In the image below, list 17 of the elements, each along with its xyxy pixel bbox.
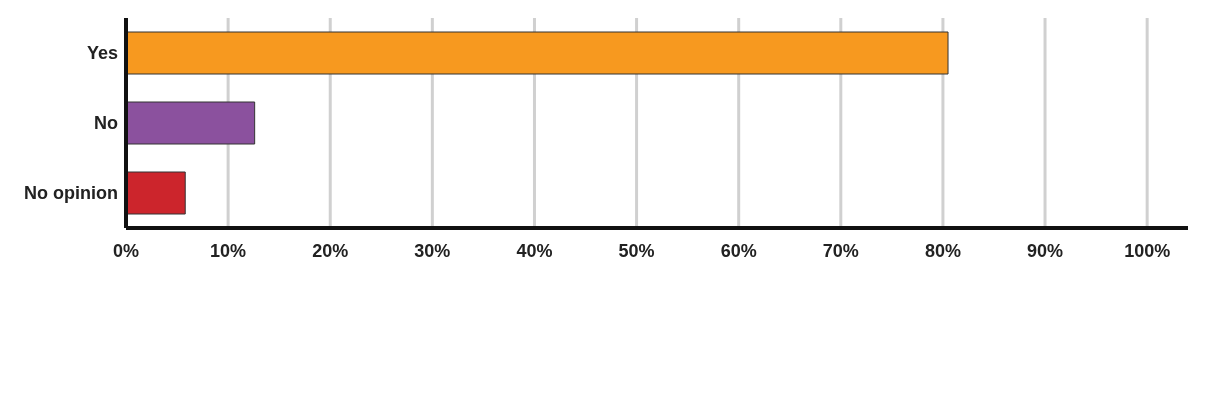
y-tick-label: No opinion <box>24 183 118 204</box>
x-tick-label: 80% <box>924 240 961 261</box>
x-tick-label: 100% <box>1124 240 1171 261</box>
x-tick-label: 0% <box>112 240 140 261</box>
y-tick-label: No <box>94 113 118 134</box>
bar <box>126 171 186 215</box>
x-tick-label: 20% <box>312 240 349 261</box>
x-tick-label: 90% <box>1027 240 1064 261</box>
bar <box>126 101 256 145</box>
y-tick-label: Yes <box>86 43 118 64</box>
x-tick-label: 10% <box>210 240 247 261</box>
x-tick-label: 40% <box>516 240 553 261</box>
bar <box>126 31 949 75</box>
x-tick-label: 30% <box>414 240 451 261</box>
x-tick-label: 50% <box>618 240 655 261</box>
x-tick-label: 60% <box>720 240 757 261</box>
x-tick-label: 70% <box>822 240 859 261</box>
